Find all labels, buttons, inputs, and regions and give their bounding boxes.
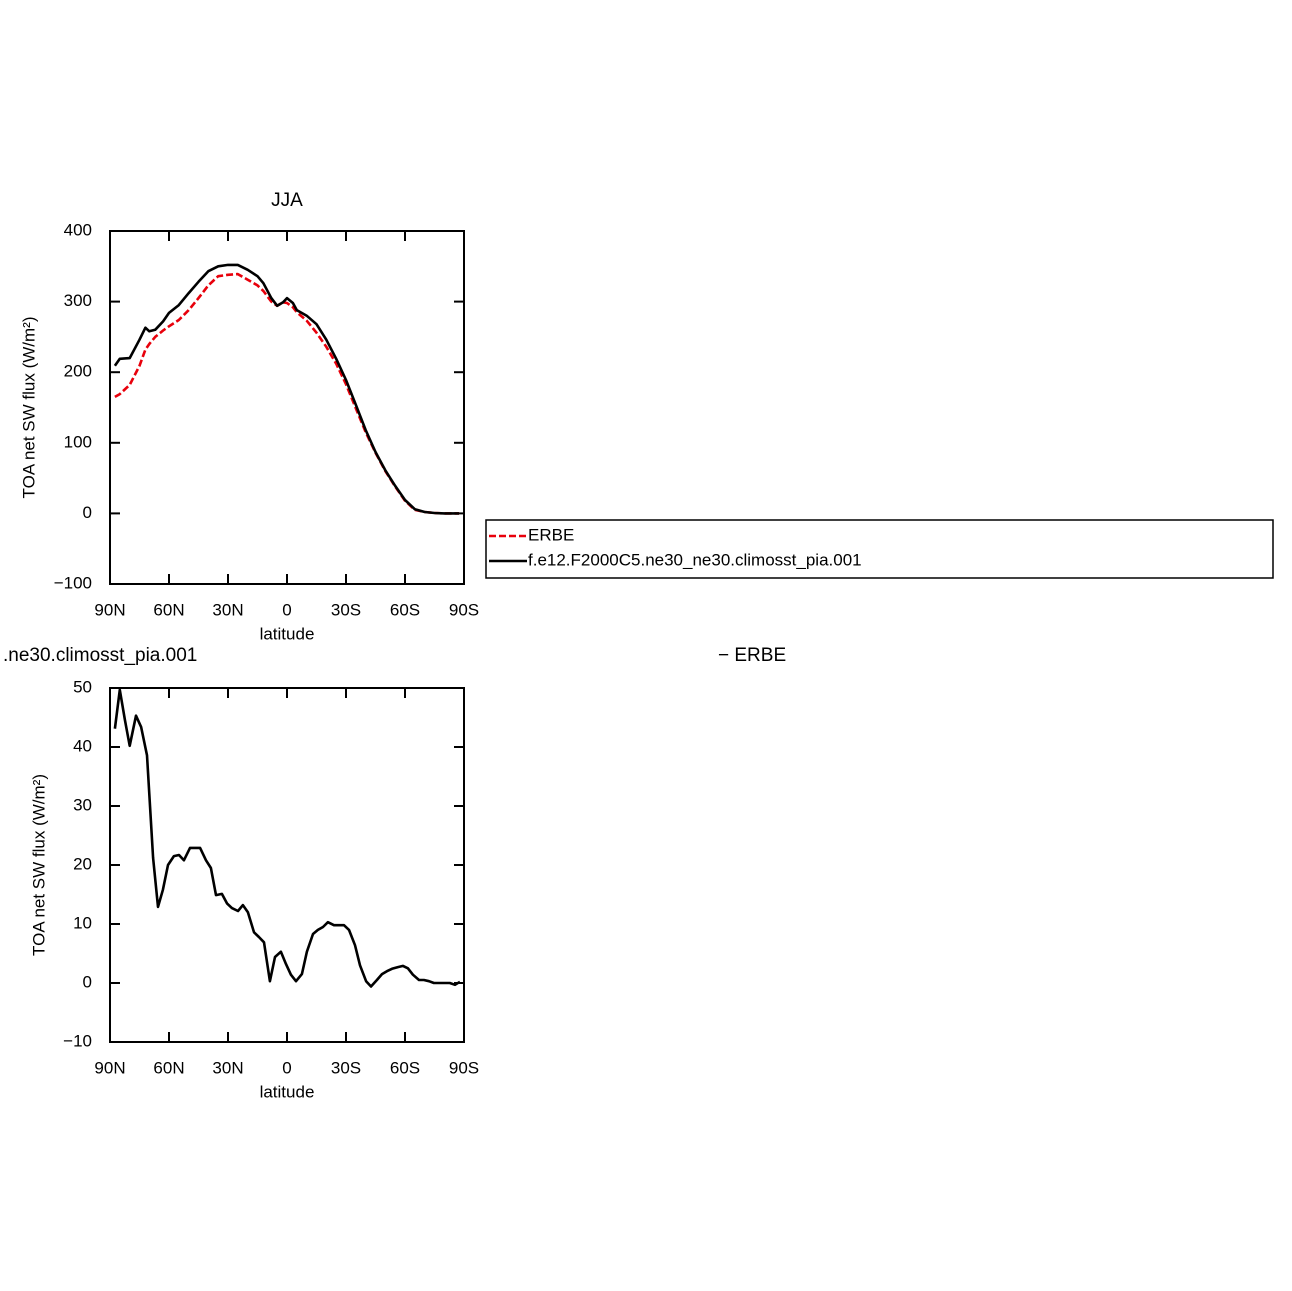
x-tick-label: 60S <box>390 1058 420 1077</box>
legend-box <box>485 519 1274 579</box>
x-tick-label: 0 <box>282 600 291 619</box>
y-tick-label: −100 <box>54 573 92 592</box>
legend-label: ERBE <box>528 525 574 544</box>
x-tick-label: 30N <box>212 600 243 619</box>
plot-frame <box>109 687 465 1043</box>
x-tick-label: 60S <box>390 600 420 619</box>
y-tick-label: 30 <box>73 795 92 814</box>
x-tick-label: 90N <box>94 1058 125 1077</box>
x-axis-label: latitude <box>260 1082 315 1101</box>
legend-label: f.e12.F2000C5.ne30_ne30.climosst_pia.001 <box>528 550 862 569</box>
y-tick-label: 400 <box>64 220 92 239</box>
y-tick-label: 10 <box>73 913 92 932</box>
data-line <box>113 688 461 988</box>
y-tick-label: −10 <box>63 1031 92 1050</box>
x-tick-label: 90S <box>449 1058 479 1077</box>
y-tick-label: 200 <box>64 362 92 381</box>
right-string: − ERBE <box>718 645 786 666</box>
x-tick-label: 30N <box>212 1058 243 1077</box>
x-tick-label: 90S <box>449 600 479 619</box>
x-tick-label: 60N <box>153 1058 184 1077</box>
y-tick-label: 300 <box>64 291 92 310</box>
x-tick-label: 90N <box>94 600 125 619</box>
y-tick-label: 0 <box>83 972 92 991</box>
x-axis-label: latitude <box>260 624 315 643</box>
left-string: .ne30.climosst_pia.001 <box>3 645 197 666</box>
x-tick-label: 30S <box>331 1058 361 1077</box>
y-axis-label: TOA net SW flux (W/m²) <box>19 317 38 499</box>
x-tick-label: 30S <box>331 600 361 619</box>
y-tick-label: 0 <box>83 503 92 522</box>
data-line <box>113 263 460 515</box>
y-tick-label: 20 <box>73 854 92 873</box>
y-axis-label: TOA net SW flux (W/m²) <box>29 774 48 956</box>
y-tick-label: 50 <box>73 677 92 696</box>
data-line <box>114 272 460 515</box>
x-tick-label: 60N <box>153 600 184 619</box>
plot-frame <box>109 230 465 585</box>
x-tick-label: 0 <box>282 1058 291 1077</box>
y-tick-label: 100 <box>64 432 92 451</box>
y-tick-label: 40 <box>73 736 92 755</box>
chart-title: JJA <box>271 190 303 211</box>
